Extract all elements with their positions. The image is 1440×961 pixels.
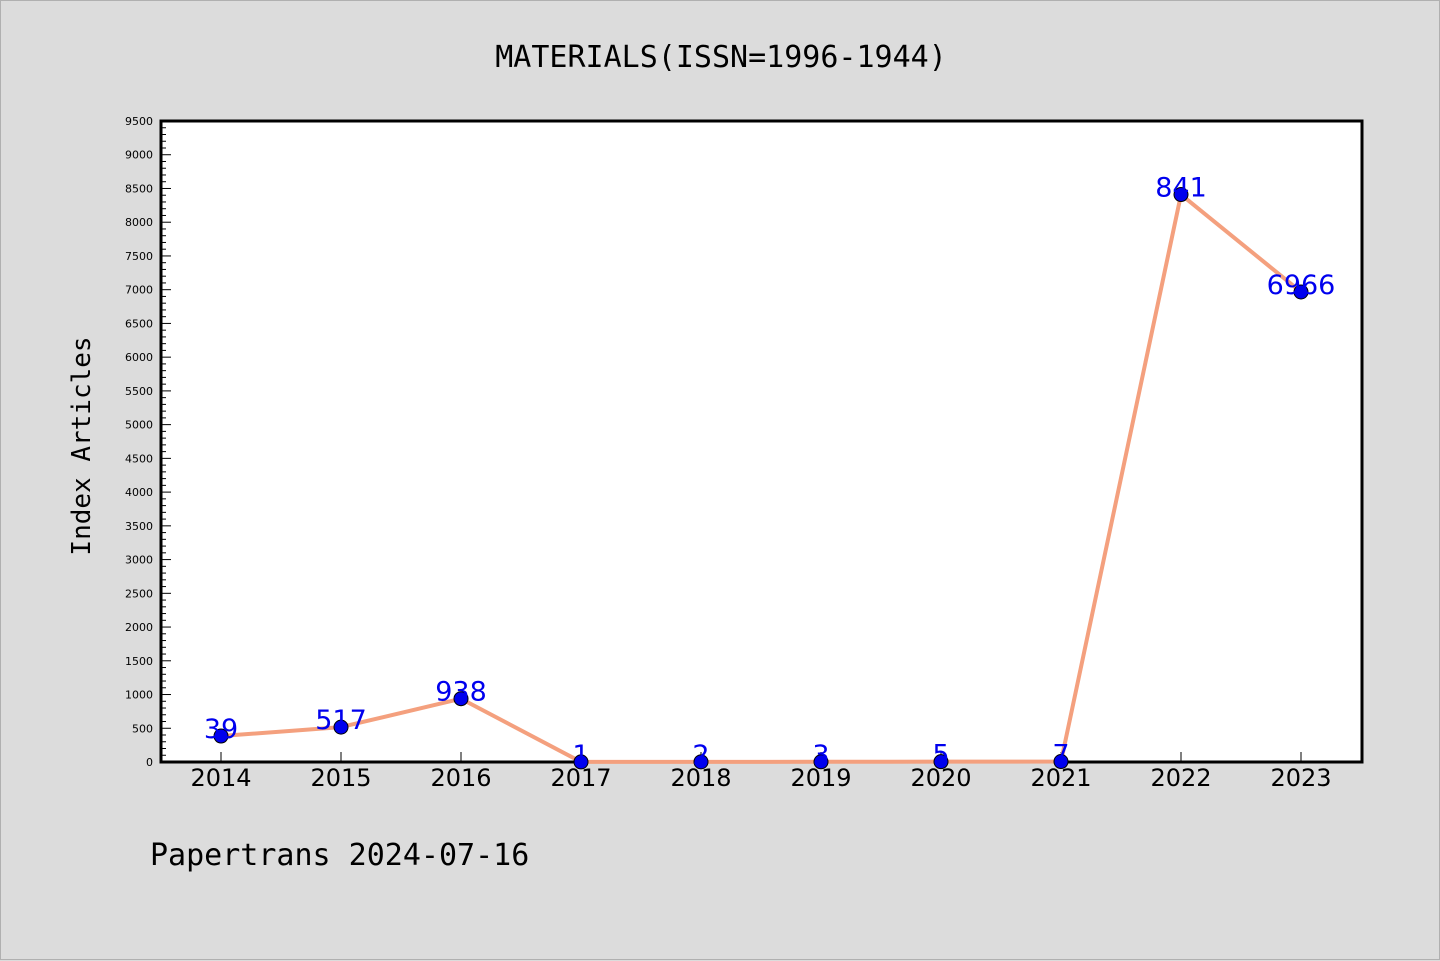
data-label: 7: [1052, 740, 1069, 771]
x-tick-label: 2022: [1150, 764, 1211, 792]
data-point: [333, 719, 349, 735]
plot-area: [159, 119, 1364, 764]
data-label: 841: [1155, 173, 1207, 204]
data-point: [693, 754, 709, 770]
data-label: 39: [204, 714, 238, 745]
data-label: 6966: [1267, 270, 1336, 301]
y-tick-label: 4000: [125, 486, 153, 499]
data-point: [933, 754, 949, 770]
data-point: [1173, 187, 1189, 203]
y-tick-label: 6000: [125, 351, 153, 364]
y-tick-label: 3000: [125, 554, 153, 567]
y-tick-label: 6500: [125, 317, 153, 330]
data-label: 3: [812, 740, 829, 771]
y-tick-label: 0: [146, 756, 153, 769]
data-point: [1293, 284, 1309, 300]
y-tick-label: 8500: [125, 182, 153, 195]
y-tick-label: 4500: [125, 452, 153, 465]
y-tick-label: 8000: [125, 216, 153, 229]
data-point: [813, 754, 829, 770]
x-tick-label: 2016: [430, 764, 491, 792]
data-label: 1: [572, 740, 589, 771]
y-tick-label: 2000: [125, 621, 153, 634]
data-labels: 39 517 938 1 2 3 5 7 841 6966: [204, 173, 1336, 771]
x-tick-label: 2015: [310, 764, 371, 792]
x-tick-label: 2014: [190, 764, 251, 792]
y-tick-label: 7000: [125, 284, 153, 297]
chart-title: MATERIALS(ISSN=1996-1944): [495, 40, 947, 75]
data-point: [1053, 754, 1069, 770]
y-axis-label: Index Articles: [67, 336, 97, 555]
y-tick-label: 5500: [125, 385, 153, 398]
data-point: [453, 691, 469, 707]
y-tick-label: 7500: [125, 250, 153, 263]
data-label: 5: [932, 740, 949, 771]
series-line: [220, 192, 1303, 764]
y-tick-label: 3500: [125, 520, 153, 533]
y-axis-ticks: 0 500 1000 1500 2000 2500 3000 3500 4000 4500 5000…: [125, 115, 171, 769]
y-tick-label: 9500: [125, 115, 153, 128]
footer-text: Papertrans 2024-07-16: [150, 838, 529, 873]
data-label: 2: [692, 740, 709, 771]
data-label: 517: [315, 705, 367, 736]
y-tick-label: 5000: [125, 419, 153, 432]
data-series: [213, 187, 1309, 770]
data-label: 938: [435, 677, 487, 708]
data-point: [573, 754, 589, 770]
y-tick-label: 500: [132, 722, 153, 735]
y-tick-label: 1500: [125, 655, 153, 668]
x-tick-label: 2023: [1270, 764, 1331, 792]
data-point: [213, 728, 229, 744]
y-tick-label: 9000: [125, 149, 153, 162]
y-tick-label: 2500: [125, 587, 153, 600]
y-tick-label: 1000: [125, 689, 153, 702]
